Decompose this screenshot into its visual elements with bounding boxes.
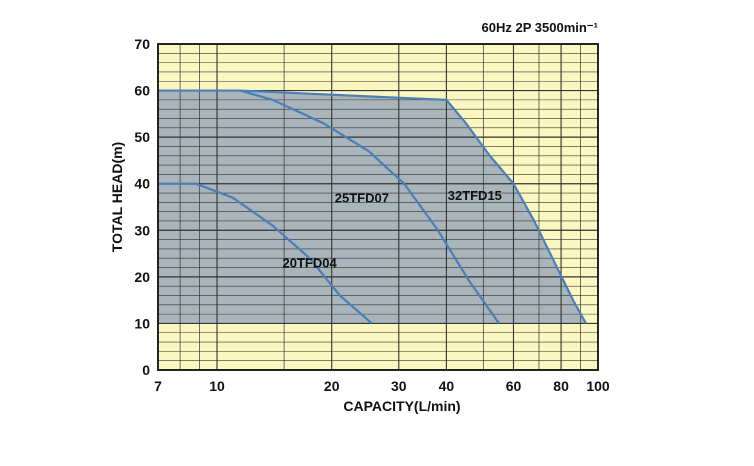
y-tick-label: 70 xyxy=(134,36,150,52)
x-tick-label: 80 xyxy=(553,378,569,394)
x-tick-label: 7 xyxy=(154,378,162,394)
plot-frame xyxy=(157,43,599,371)
series-line-32TFD15 xyxy=(158,89,587,324)
x-tick-label: 100 xyxy=(586,378,610,394)
series-line-25TFD07 xyxy=(239,89,500,325)
series-label-20TFD04: 20TFD04 xyxy=(283,256,338,271)
chart-annotation: 60Hz 2P 3500min⁻¹ xyxy=(482,20,598,35)
x-tick-label: 40 xyxy=(439,378,455,394)
series-line-20TFD04 xyxy=(158,182,373,325)
series-label-32TFD15: 32TFD15 xyxy=(448,188,502,203)
y-tick-label: 30 xyxy=(134,222,150,238)
envelope-area xyxy=(158,90,586,324)
x-tick-label: 30 xyxy=(391,378,407,394)
y-tick-label: 10 xyxy=(134,315,150,331)
y-tick-label: 20 xyxy=(134,269,150,285)
x-tick-label: 10 xyxy=(209,378,225,394)
x-axis-label: CAPACITY(L/min) xyxy=(343,398,460,414)
y-tick-label: 60 xyxy=(134,83,150,99)
y-tick-label: 50 xyxy=(134,129,150,145)
series-label-25TFD07: 25TFD07 xyxy=(335,190,389,205)
y-tick-label: 40 xyxy=(134,176,150,192)
x-tick-label: 20 xyxy=(324,378,340,394)
x-tick-label: 60 xyxy=(506,378,522,394)
y-tick-label: 0 xyxy=(142,362,150,378)
y-axis-label: TOTAL HEAD(m) xyxy=(109,142,125,252)
